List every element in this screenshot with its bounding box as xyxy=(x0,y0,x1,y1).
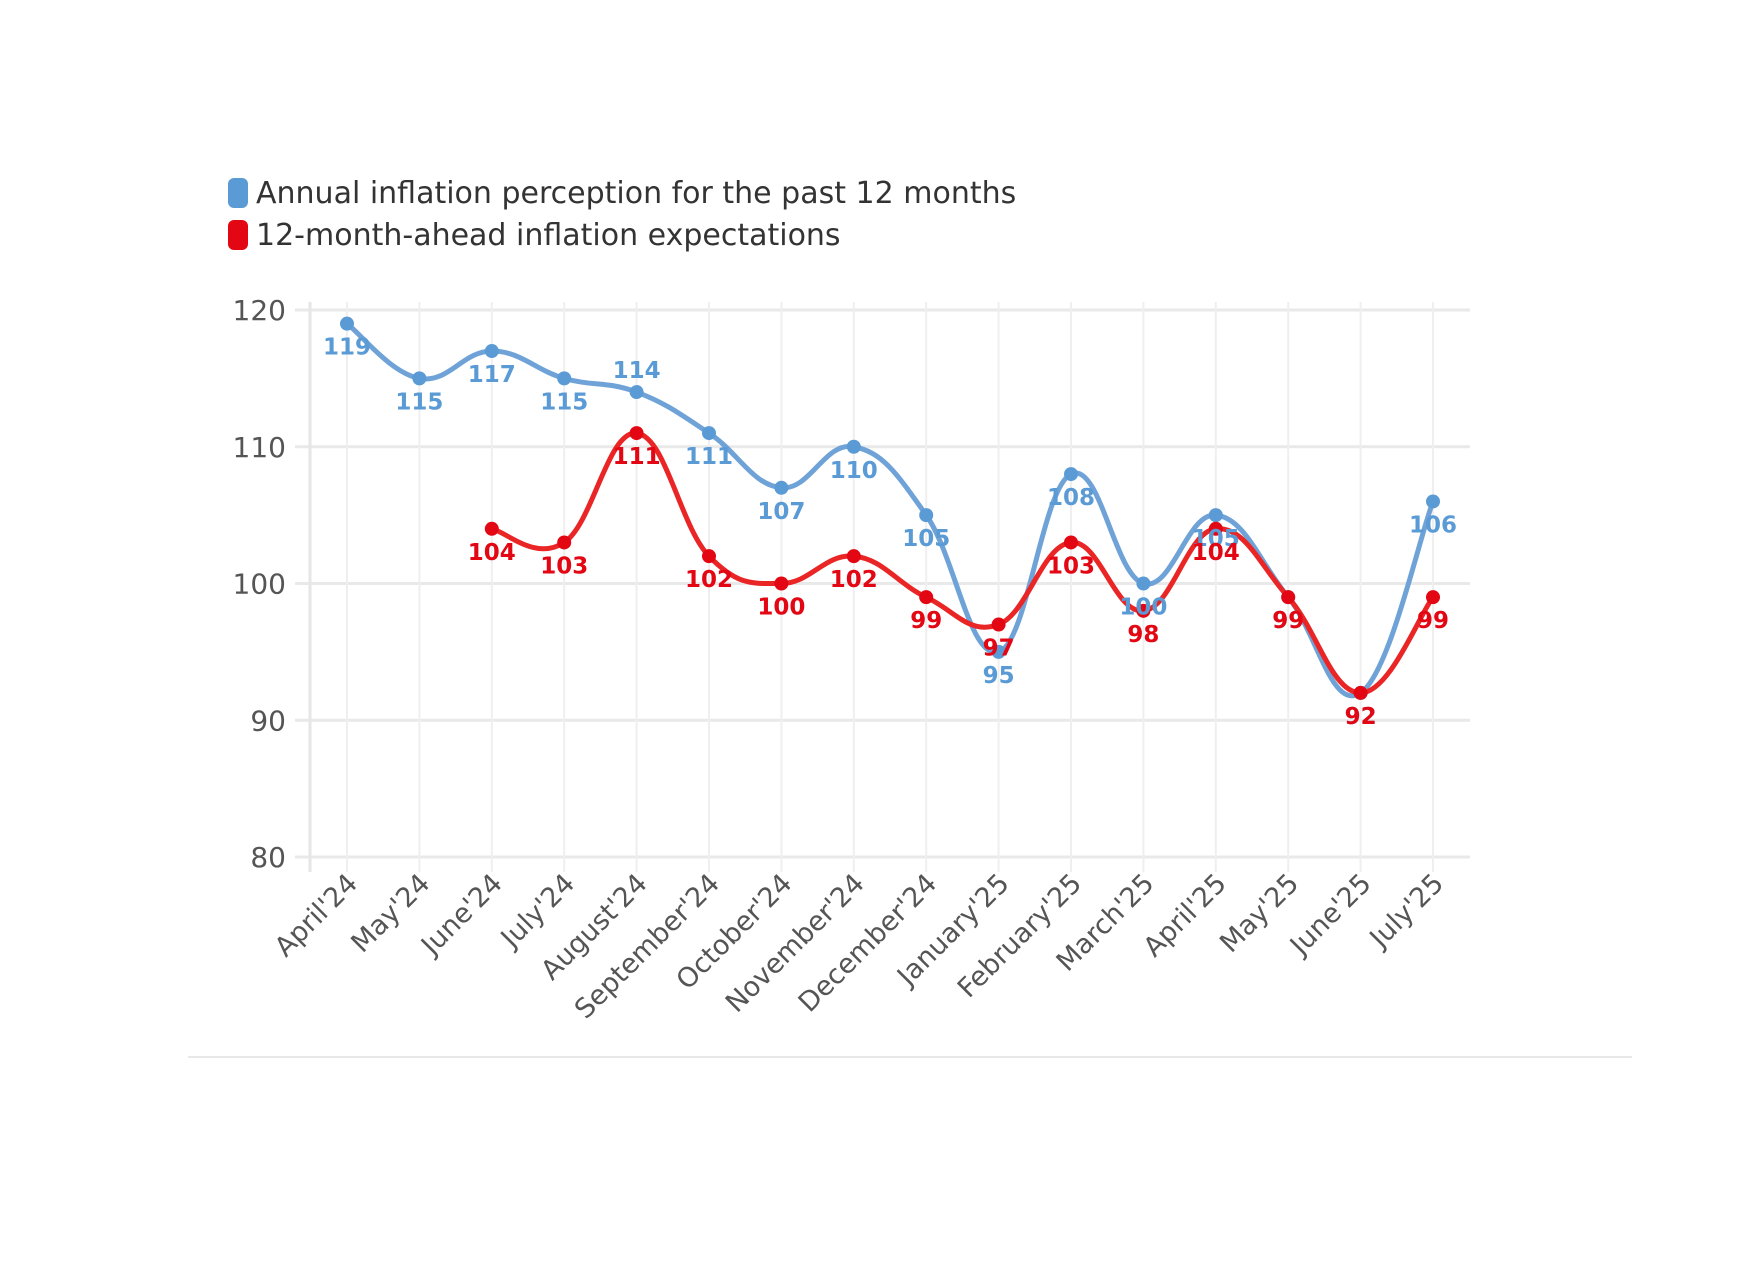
series-0-label-10: 108 xyxy=(1047,485,1095,511)
series-0-point-10[interactable] xyxy=(1064,467,1078,482)
series-1-label-11: 98 xyxy=(1127,622,1159,648)
bottom-divider xyxy=(188,1056,1632,1058)
legend-item-expectations[interactable]: 12-month-ahead inflation expectations xyxy=(228,214,1016,256)
series-1-label-5: 102 xyxy=(685,567,733,593)
series-1-point-4[interactable] xyxy=(629,426,644,441)
series-1-label-12: 104 xyxy=(1192,540,1240,566)
series-1-point-3[interactable] xyxy=(557,535,572,550)
series-1-point-15[interactable] xyxy=(1426,590,1440,605)
series-1-point-2[interactable] xyxy=(484,521,499,536)
series-line-1 xyxy=(489,430,1436,696)
series-1-label-6: 100 xyxy=(757,595,805,621)
x-axis: April'24May'24June'24July'24August'24Sep… xyxy=(269,868,1450,1025)
series-0-point-12[interactable] xyxy=(1208,508,1223,523)
x-tick-label-15: July'25 xyxy=(1363,868,1450,955)
y-axis: 80 90 100 110 120 xyxy=(233,294,312,874)
series-0-label-15: 106 xyxy=(1409,512,1457,538)
series-0-label-7: 110 xyxy=(830,458,878,484)
series-1-label-9: 97 xyxy=(983,636,1015,662)
legend-label-expectations: 12-month-ahead inflation expectations xyxy=(256,217,841,253)
series-0-point-0[interactable] xyxy=(340,316,354,331)
legend-label-perception: Annual inflation perception for the past… xyxy=(256,175,1017,211)
series-1-point-11[interactable] xyxy=(1136,603,1151,618)
series-1-label-10: 103 xyxy=(1047,553,1095,579)
series-1-point-12[interactable] xyxy=(1208,521,1223,536)
series-0-label-6: 107 xyxy=(757,499,805,525)
series-0-label-8: 105 xyxy=(902,526,950,552)
series-1-point-9[interactable] xyxy=(991,617,1006,632)
series-1-label-15: 99 xyxy=(1417,608,1449,634)
series-0-point-15[interactable] xyxy=(1426,494,1440,509)
series-1-label-13: 99 xyxy=(1272,608,1304,634)
series-0-point-2[interactable] xyxy=(484,344,499,359)
series-0-point-3[interactable] xyxy=(557,371,572,386)
series-1-label-3: 103 xyxy=(540,553,588,579)
series-1-point-6[interactable] xyxy=(774,576,789,591)
y-tick-label-100: 100 xyxy=(233,568,286,601)
series-0-label-12: 105 xyxy=(1192,526,1240,552)
series-0-point-1[interactable] xyxy=(412,371,427,386)
series-0-label-14: 92 xyxy=(1345,704,1377,730)
y-tick-label-90: 90 xyxy=(250,704,286,737)
series-0-point-4[interactable] xyxy=(629,385,644,400)
series-1-label-14: 92 xyxy=(1345,704,1377,730)
series-0-label-0: 119 xyxy=(323,335,371,361)
series-1-label-2: 104 xyxy=(468,540,516,566)
legend-swatch-expectations xyxy=(228,220,248,250)
series-0-label-11: 100 xyxy=(1119,595,1167,621)
y-tick-label-110: 110 xyxy=(233,431,286,464)
x-tick-label-0: April'24 xyxy=(269,868,364,963)
series-0-point-9[interactable] xyxy=(991,644,1006,659)
legend-swatch-perception xyxy=(228,178,248,208)
series-1-point-13[interactable] xyxy=(1281,590,1296,605)
series-0-point-11[interactable] xyxy=(1136,576,1151,591)
series-1-point-7[interactable] xyxy=(846,549,861,564)
series-1-point-14[interactable] xyxy=(1353,685,1368,700)
grid-lines xyxy=(295,302,1470,872)
data-labels-layer: 119 115 117 115 114 111 107 110 105 95 108 100 105 99… xyxy=(323,335,1457,730)
series-1-label-7: 102 xyxy=(830,567,878,593)
series-0-label-9: 95 xyxy=(983,663,1015,689)
y-tick-label-80: 80 xyxy=(250,841,286,874)
series-1-label-8: 99 xyxy=(910,608,942,634)
series-0-label-2: 117 xyxy=(468,362,516,388)
chart-legend: Annual inflation perception for the past… xyxy=(228,172,1016,256)
legend-item-perception[interactable]: Annual inflation perception for the past… xyxy=(228,172,1016,214)
series-0-point-6[interactable] xyxy=(774,480,789,495)
y-tick-label-120: 120 xyxy=(233,294,286,327)
series-0-label-5: 111 xyxy=(685,444,733,470)
series-0-label-4: 114 xyxy=(613,358,661,384)
series-1 xyxy=(484,426,1440,700)
series-0-point-8[interactable] xyxy=(919,508,934,523)
series-0-label-3: 115 xyxy=(540,389,588,415)
series-1-point-8[interactable] xyxy=(919,590,934,605)
series-0-label-1: 115 xyxy=(395,389,443,415)
series-layer xyxy=(340,316,1440,700)
series-1-label-4: 111 xyxy=(613,444,661,470)
series-0-point-7[interactable] xyxy=(846,439,861,454)
series-0-point-5[interactable] xyxy=(702,426,716,441)
series-1-point-5[interactable] xyxy=(702,549,716,564)
series-1-point-10[interactable] xyxy=(1064,535,1078,550)
series-0-label-13: 99 xyxy=(1272,608,1304,634)
